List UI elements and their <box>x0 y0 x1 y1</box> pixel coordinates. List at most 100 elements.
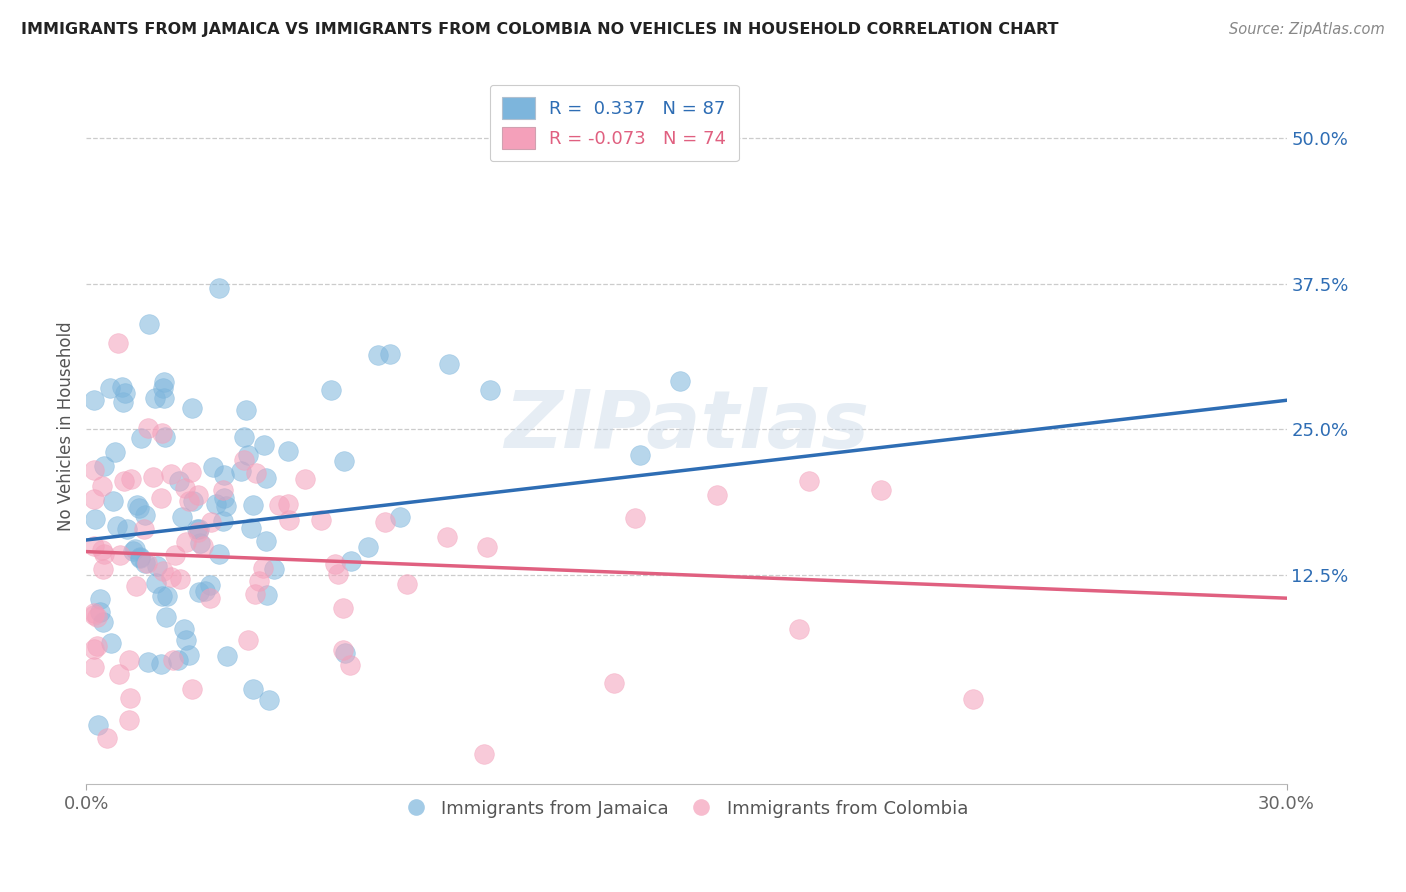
Point <box>160 570 183 584</box>
Point <box>118 713 141 727</box>
Point <box>256 588 278 602</box>
Point <box>333 453 356 467</box>
Point <box>181 494 204 508</box>
Point <box>194 583 217 598</box>
Point <box>217 648 239 663</box>
Point <box>200 591 222 606</box>
Point <box>120 472 142 486</box>
Point <box>124 541 146 556</box>
Point <box>110 548 132 562</box>
Text: Source: ZipAtlas.com: Source: ZipAtlas.com <box>1229 22 1385 37</box>
Point <box>105 519 128 533</box>
Point <box>103 493 125 508</box>
Point <box>122 544 145 558</box>
Point <box>357 540 380 554</box>
Point <box>152 381 174 395</box>
Point <box>125 498 148 512</box>
Point <box>84 512 107 526</box>
Point <box>294 472 316 486</box>
Point <box>138 317 160 331</box>
Point <box>143 391 166 405</box>
Point <box>198 578 221 592</box>
Point <box>162 652 184 666</box>
Point <box>150 425 173 440</box>
Point <box>477 540 499 554</box>
Point <box>83 491 105 506</box>
Point <box>603 676 626 690</box>
Point <box>129 431 152 445</box>
Legend: Immigrants from Jamaica, Immigrants from Colombia: Immigrants from Jamaica, Immigrants from… <box>398 792 976 825</box>
Point <box>93 615 115 629</box>
Point <box>135 556 157 570</box>
Point <box>152 564 174 578</box>
Point <box>323 557 346 571</box>
Point <box>200 515 222 529</box>
Point <box>181 401 204 415</box>
Point <box>107 336 129 351</box>
Point <box>479 383 502 397</box>
Point <box>111 380 134 394</box>
Point <box>150 657 173 671</box>
Point <box>98 381 121 395</box>
Point <box>83 641 105 656</box>
Point <box>150 589 173 603</box>
Point <box>326 567 349 582</box>
Point <box>174 482 197 496</box>
Point <box>668 374 690 388</box>
Point <box>277 444 299 458</box>
Text: ZIPatlas: ZIPatlas <box>503 387 869 466</box>
Point <box>176 633 198 648</box>
Point <box>125 579 148 593</box>
Point <box>204 497 226 511</box>
Point <box>173 622 195 636</box>
Point <box>91 562 114 576</box>
Point <box>309 513 332 527</box>
Point <box>254 534 277 549</box>
Point <box>165 549 187 563</box>
Point <box>232 453 254 467</box>
Point <box>177 648 200 663</box>
Point <box>235 402 257 417</box>
Point <box>787 622 810 636</box>
Point <box>136 421 159 435</box>
Point <box>243 586 266 600</box>
Text: IMMIGRANTS FROM JAMAICA VS IMMIGRANTS FROM COLOMBIA NO VEHICLES IN HOUSEHOLD COR: IMMIGRANTS FROM JAMAICA VS IMMIGRANTS FR… <box>21 22 1059 37</box>
Point <box>870 483 893 497</box>
Point <box>242 498 264 512</box>
Point <box>240 521 263 535</box>
Point <box>257 693 280 707</box>
Point <box>128 550 150 565</box>
Point <box>388 510 411 524</box>
Point <box>89 592 111 607</box>
Point <box>367 348 389 362</box>
Point <box>252 561 274 575</box>
Point <box>436 530 458 544</box>
Point <box>103 445 125 459</box>
Point <box>145 575 167 590</box>
Point <box>374 516 396 530</box>
Point <box>174 535 197 549</box>
Point <box>208 280 231 294</box>
Point <box>83 606 105 620</box>
Point <box>160 467 183 481</box>
Point <box>242 681 264 696</box>
Point <box>396 577 419 591</box>
Point <box>232 430 254 444</box>
Point <box>136 655 159 669</box>
Point <box>332 600 354 615</box>
Point <box>245 466 267 480</box>
Point <box>187 584 209 599</box>
Point <box>439 357 461 371</box>
Point <box>118 653 141 667</box>
Point <box>156 589 179 603</box>
Point <box>86 609 108 624</box>
Point <box>93 547 115 561</box>
Point <box>332 643 354 657</box>
Point <box>118 691 141 706</box>
Point <box>188 522 211 536</box>
Point <box>962 691 984 706</box>
Point <box>83 608 105 623</box>
Point <box>93 459 115 474</box>
Point <box>339 657 361 672</box>
Point <box>193 539 215 553</box>
